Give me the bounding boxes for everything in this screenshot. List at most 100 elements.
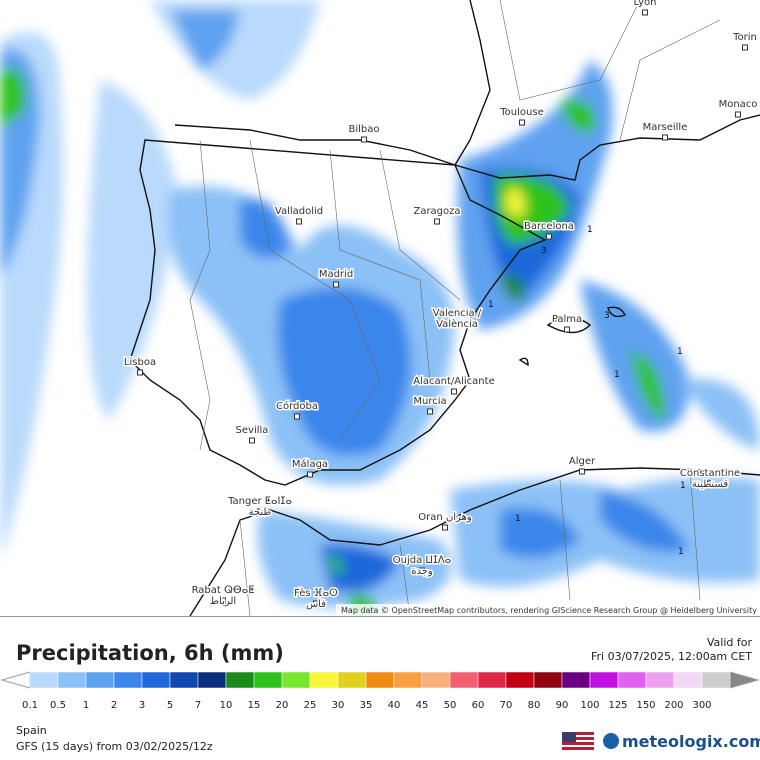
valid-label: Valid for	[707, 636, 753, 649]
city-label: طنجة	[249, 507, 272, 518]
legend-label: 30	[332, 700, 345, 711]
city-label: Valladolid	[275, 206, 323, 217]
legend-label: 45	[416, 700, 429, 711]
borders	[189, 0, 721, 616]
legend-label: 7	[195, 700, 201, 711]
city-marker	[427, 408, 433, 415]
legend-label: 80	[528, 700, 541, 711]
city-label: Sevilla	[236, 425, 269, 436]
city-marker	[434, 218, 440, 225]
city-marker	[707, 480, 713, 487]
city-marker	[313, 600, 319, 607]
city-label: Lyon	[633, 0, 656, 8]
legend-swatch	[169, 671, 199, 689]
city-label: Rabat ⵕⴱⴰⵟ	[192, 585, 255, 596]
legend-swatch	[645, 671, 675, 689]
legend-swatch	[617, 671, 647, 689]
city-marker	[735, 111, 741, 118]
legend-label: 10	[220, 700, 233, 711]
city-marker	[249, 437, 255, 444]
attribution: Map data © OpenStreetMap contributors, r…	[341, 606, 757, 615]
city-marker	[220, 597, 226, 604]
legend-swatch	[225, 671, 255, 689]
city-label: قسنطينة	[692, 479, 729, 490]
legend-label: 5	[167, 700, 173, 711]
legend-label: 150	[636, 700, 655, 711]
attribution-bg	[336, 604, 760, 616]
flag	[562, 732, 594, 750]
legend-label: 200	[664, 700, 683, 711]
city-marker	[419, 567, 425, 574]
city-label: Constantine	[680, 468, 740, 479]
city-marker	[294, 413, 300, 420]
city-marker	[579, 468, 585, 475]
city-label: Córdoba	[276, 400, 318, 412]
city-label: Marseille	[643, 122, 688, 133]
city-label: Málaga	[292, 458, 328, 470]
city-label: Bilbao	[348, 124, 379, 135]
city-label: Madrid	[319, 269, 353, 280]
legend-label: 35	[360, 700, 373, 711]
brand: meteologix.com	[622, 732, 760, 751]
legend-label: 0.5	[50, 700, 66, 711]
legend-swatch	[589, 671, 619, 689]
legend-swatch	[197, 671, 227, 689]
legend-swatch	[393, 671, 423, 689]
legend-swatch	[141, 671, 171, 689]
legend-label: 100	[580, 700, 599, 711]
city-marker	[137, 369, 143, 376]
legend-swatch	[477, 671, 507, 689]
city-label: Fès ⴼⴰⵙ	[294, 587, 338, 599]
legend: 0.1 0.5 1 2 3 5 7 10 15 20 25 30 35 40 45 50 60 70 80 90 100…	[22, 671, 731, 711]
legend-label: 15	[248, 700, 261, 711]
city-label: Tanger ⵟⴰⵏⵊⴰ	[227, 496, 292, 507]
region: Spain	[16, 724, 47, 737]
legend-swatch	[113, 671, 143, 689]
city-marker	[742, 44, 748, 51]
legend-swatch	[281, 671, 311, 689]
city-label: Toulouse	[499, 107, 543, 118]
legend-swatch	[337, 671, 367, 689]
legend-swatch	[505, 671, 535, 689]
legend-swatch	[29, 671, 59, 689]
city-marker	[451, 388, 457, 395]
city-label: Torin	[732, 32, 757, 43]
legend-label: 125	[608, 700, 627, 711]
legend-label: 90	[556, 700, 569, 711]
legend-swatch	[533, 671, 563, 689]
title: Precipitation, 6h (mm)	[16, 641, 284, 665]
legend-swatch	[57, 671, 87, 689]
legend-label: 60	[472, 700, 485, 711]
city-marker	[361, 136, 367, 143]
city-label: Alger	[569, 456, 596, 467]
city-label: Alacant/Alicante	[413, 376, 494, 387]
city-label: وجدة	[411, 566, 433, 577]
city-label: Zaragoza	[413, 206, 460, 217]
legend-swatch	[85, 671, 115, 689]
legend-swatch	[309, 671, 339, 689]
legend-swatch	[421, 671, 451, 689]
contour-label: 3	[604, 311, 610, 321]
legend-label: 20	[276, 700, 289, 711]
valid-time: Fri 03/07/2025, 12:00am CET	[591, 650, 752, 663]
legend-label: 25	[304, 700, 317, 711]
city-label: Oran وهران	[418, 512, 472, 523]
legend-label: 1	[83, 700, 89, 711]
city-marker	[546, 233, 552, 240]
contour-label: 1	[614, 370, 620, 380]
city-label: Murcia	[413, 396, 446, 407]
legend-swatch	[365, 671, 395, 689]
city-marker	[307, 471, 313, 478]
legend-label: 0.1	[22, 700, 38, 711]
legend-swatch	[449, 671, 479, 689]
contour-label: 3	[541, 246, 547, 256]
footer: Precipitation, 6h (mm) Valid for Fri 03/…	[0, 616, 760, 760]
legend-swatch	[673, 671, 703, 689]
legend-label: 70	[500, 700, 513, 711]
legend-label: 3	[139, 700, 145, 711]
city-label: Monaco	[719, 99, 758, 110]
city-marker	[642, 9, 648, 16]
city-label: Lisboa	[124, 357, 156, 368]
contour-label: 1	[515, 514, 521, 524]
model-run: GFS (15 days) from 03/02/2025/12z	[16, 740, 213, 753]
